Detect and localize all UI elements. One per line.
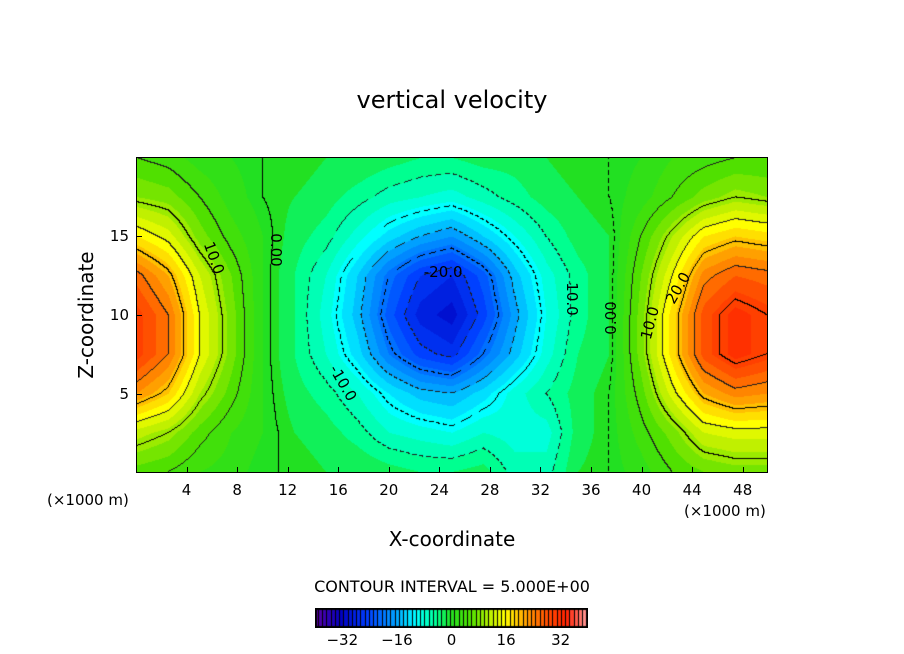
x-tick-label: 20	[379, 481, 399, 499]
x-unit-left: (×1000 m)	[47, 491, 129, 509]
x-unit-right: (×1000 m)	[684, 502, 766, 520]
x-tick-mark	[489, 467, 491, 473]
x-tick-label: 8	[232, 481, 242, 499]
y-tick-mark	[136, 315, 142, 316]
x-tick-label: 16	[328, 481, 348, 499]
x-tick-label: 48	[733, 481, 753, 499]
colorbar-tick-label: 16	[496, 631, 516, 649]
x-tick-mark	[439, 467, 441, 473]
x-tick-mark	[287, 467, 289, 473]
x-tick-mark	[388, 467, 390, 473]
x-tick-mark	[641, 467, 643, 473]
x-tick-mark	[186, 467, 188, 473]
x-tick-mark	[692, 467, 694, 473]
colorbar	[315, 608, 588, 628]
x-tick-label: 32	[530, 481, 551, 499]
y-tick-mark	[136, 236, 142, 237]
y-tick-label: 5	[119, 385, 129, 403]
contour-label: 10.0	[563, 282, 582, 316]
colorbar-tick-label: 32	[551, 631, 571, 649]
x-tick-mark	[540, 467, 542, 473]
x-tick-mark	[237, 467, 239, 473]
contour-label: -20.0	[423, 263, 463, 282]
contour-interval: CONTOUR INTERVAL = 5.000E+00	[314, 577, 590, 596]
x-tick-label: 28	[480, 481, 500, 499]
x-tick-label: 44	[682, 481, 702, 499]
contour-label: 0.00	[267, 233, 286, 267]
colorbar-tick-label: −16	[381, 631, 413, 649]
x-tick-mark	[338, 467, 340, 473]
x-tick-label: 24	[429, 481, 449, 499]
x-axis-label: X-coordinate	[388, 527, 516, 551]
y-tick-label: 15	[109, 227, 129, 245]
x-tick-mark	[591, 467, 593, 473]
x-tick-label: 40	[632, 481, 652, 499]
plot-area	[136, 157, 768, 473]
y-tick-label: 10	[109, 306, 129, 324]
y-tick-mark	[136, 394, 142, 395]
contour-label: 0.00	[602, 301, 621, 335]
y-axis-label: Z-coordinate	[74, 251, 98, 379]
contour-field	[137, 158, 767, 472]
chart-title: vertical velocity	[356, 86, 548, 114]
colorbar-tick-label: −32	[326, 631, 359, 649]
colorbar-tick-label: 0	[446, 631, 457, 649]
x-tick-mark	[742, 467, 744, 473]
x-tick-label: 4	[181, 481, 192, 499]
x-tick-label: 12	[278, 481, 298, 499]
x-tick-label: 36	[581, 481, 601, 499]
